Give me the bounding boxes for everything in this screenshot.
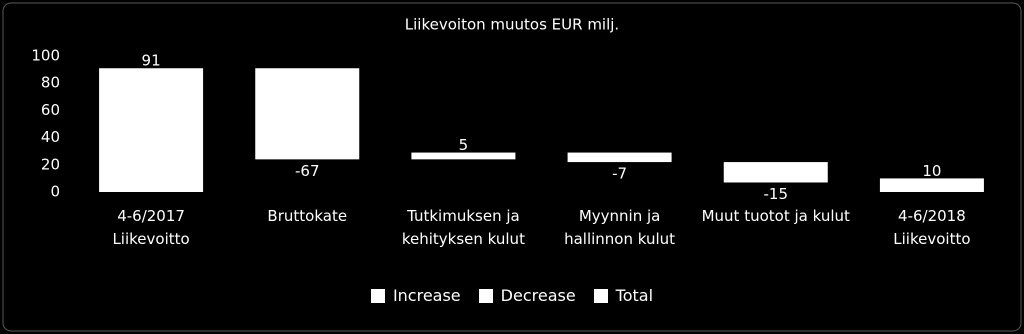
legend-swatch	[370, 288, 385, 303]
bar	[255, 68, 360, 160]
legend-swatch	[593, 288, 608, 303]
value-label: -7	[612, 165, 627, 183]
x-tick-label: 4-6/2017 Liikevoitto	[112, 207, 190, 248]
value-label: 91	[142, 52, 161, 70]
legend-label: Total	[615, 286, 654, 305]
value-label: 5	[459, 136, 469, 154]
y-tick-label: 0	[50, 183, 60, 201]
y-tick-label: 100	[31, 47, 60, 65]
bar	[879, 178, 984, 192]
legend-label: Increase	[392, 286, 461, 305]
value-label: 10	[922, 162, 941, 180]
y-tick-label: 80	[41, 74, 60, 92]
value-label: -15	[764, 185, 789, 203]
x-tick-label: Bruttokate	[267, 207, 348, 225]
x-tick-label: Tutkimuksen ja kehityksen kulut	[401, 207, 525, 248]
bar	[411, 152, 516, 160]
x-tick-label: 4-6/2018 Liikevoitto	[893, 207, 971, 248]
x-tick-label: Myynnin ja hallinnon kulut	[564, 207, 676, 248]
y-tick-label: 60	[41, 101, 60, 119]
legend-item: Increase	[370, 286, 461, 305]
bar	[99, 68, 204, 192]
chart-title: Liikevoiton muutos EUR milj.	[405, 16, 619, 34]
value-label: -67	[295, 162, 320, 180]
legend-item: Total	[593, 286, 654, 305]
bar	[567, 152, 672, 163]
legend-label: Decrease	[500, 286, 576, 305]
legend-item: Decrease	[478, 286, 576, 305]
legend-swatch	[478, 288, 493, 303]
legend: Increase Decrease Total	[0, 286, 1024, 305]
y-tick-label: 40	[41, 128, 60, 146]
y-tick-label: 20	[41, 155, 60, 173]
bar	[723, 162, 828, 183]
x-tick-label: Muut tuotot ja kulut	[701, 207, 850, 225]
